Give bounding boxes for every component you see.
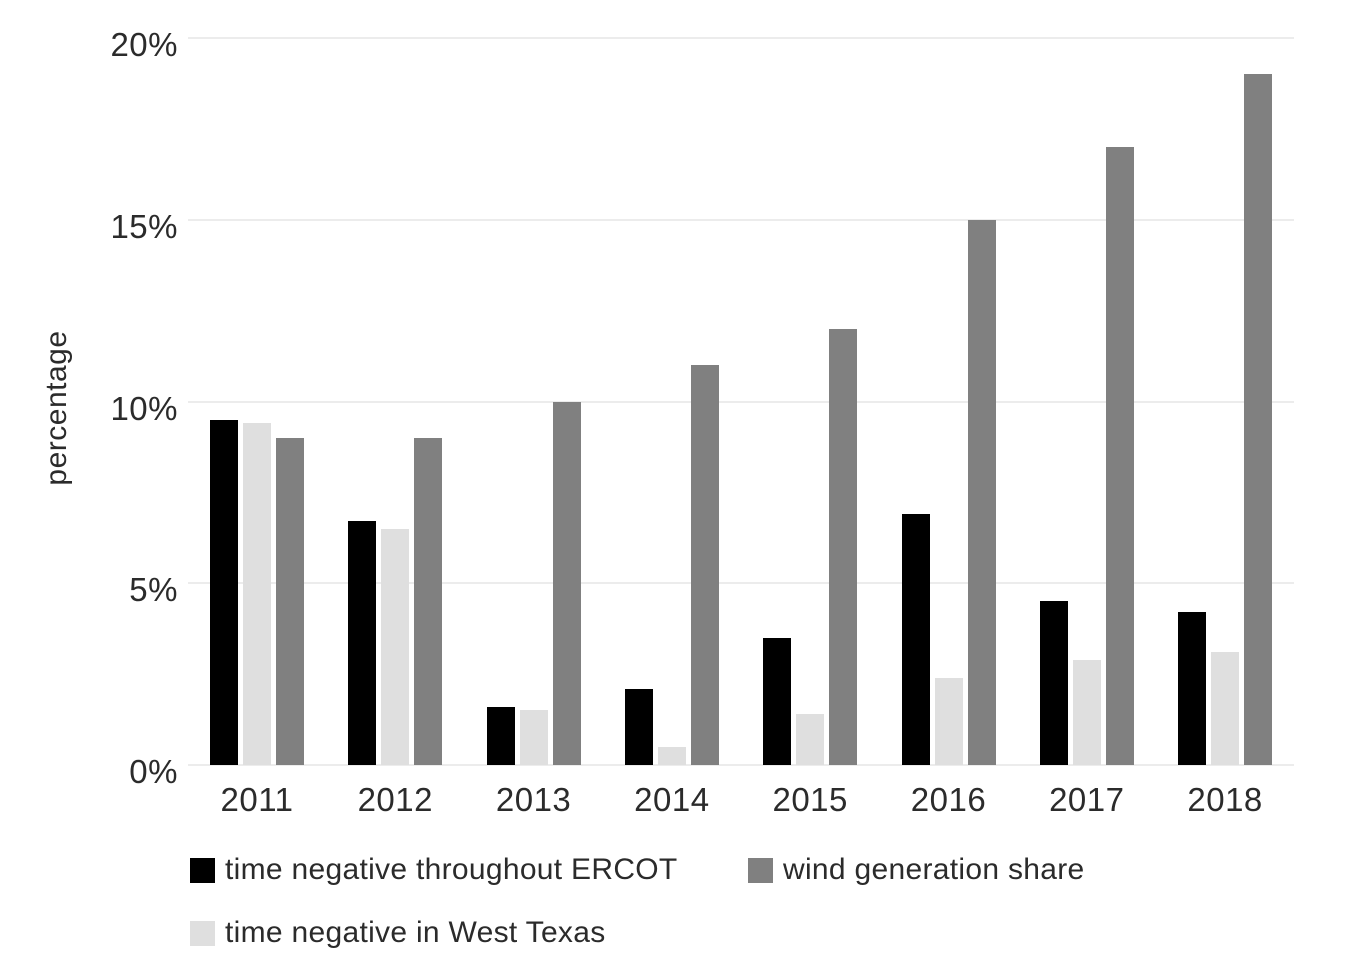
x-tick-label: 2018	[1187, 781, 1263, 818]
y-tick-label: 20%	[110, 26, 178, 63]
bar-2018-ercot	[1178, 612, 1207, 765]
bar-2014-west-texas	[657, 746, 686, 765]
y-tick-label: 0%	[129, 753, 178, 790]
bar-2016-wind	[967, 219, 996, 765]
bar-2015-west-texas	[796, 714, 825, 765]
bar-2017-wind	[1105, 147, 1134, 765]
bar-2014-wind	[690, 365, 719, 765]
bar-2011-ercot	[210, 419, 238, 765]
gridline-5pct	[188, 582, 1294, 585]
legend-swatch-wind	[748, 858, 773, 883]
bar-2015-wind	[829, 328, 858, 765]
bar-2015-ercot	[763, 637, 792, 765]
x-tick-label: 2011	[220, 781, 294, 818]
bar-2012-wind	[414, 437, 443, 765]
gridline-20pct	[188, 37, 1294, 39]
bar-2016-west-texas	[934, 677, 963, 765]
gridline-10pct	[188, 400, 1294, 403]
bar-2018-west-texas	[1211, 652, 1240, 765]
x-tick-label: 2017	[1049, 781, 1125, 818]
legend-label-ercot: time negative throughout ERCOT	[225, 853, 678, 886]
bar-2012-west-texas	[381, 528, 410, 765]
y-tick-label: 5%	[129, 571, 178, 609]
bar-2011-wind	[276, 437, 304, 765]
bar-2014-ercot	[624, 688, 653, 765]
gridline-15pct	[188, 218, 1294, 221]
x-tick-label: 2015	[772, 781, 848, 818]
x-tick-label: 2013	[495, 781, 572, 818]
bar-2018-wind	[1244, 74, 1273, 765]
legend-swatch-ercot	[190, 858, 215, 883]
legend-label-west-texas: time negative in West Texas	[225, 916, 606, 949]
bar-2013-ercot	[486, 706, 515, 765]
bar-2011-west-texas	[243, 423, 271, 765]
x-tick-label: 2016	[910, 781, 987, 818]
bar-2013-wind	[552, 401, 581, 765]
bar-2016-ercot	[901, 514, 930, 765]
bar-2012-ercot	[348, 521, 377, 765]
bar-2013-west-texas	[519, 710, 548, 765]
y-tick-label: 10%	[110, 389, 178, 427]
y-tick-label: 15%	[110, 207, 178, 245]
x-tick-label: 2012	[357, 781, 433, 818]
bar-2017-ercot	[1039, 601, 1068, 765]
x-tick-label: 2014	[634, 781, 710, 818]
legend-swatch-west-texas	[190, 921, 215, 946]
gridline-0pct	[188, 764, 1294, 766]
bar-2017-west-texas	[1072, 659, 1101, 765]
legend-label-wind: wind generation share	[783, 853, 1085, 886]
